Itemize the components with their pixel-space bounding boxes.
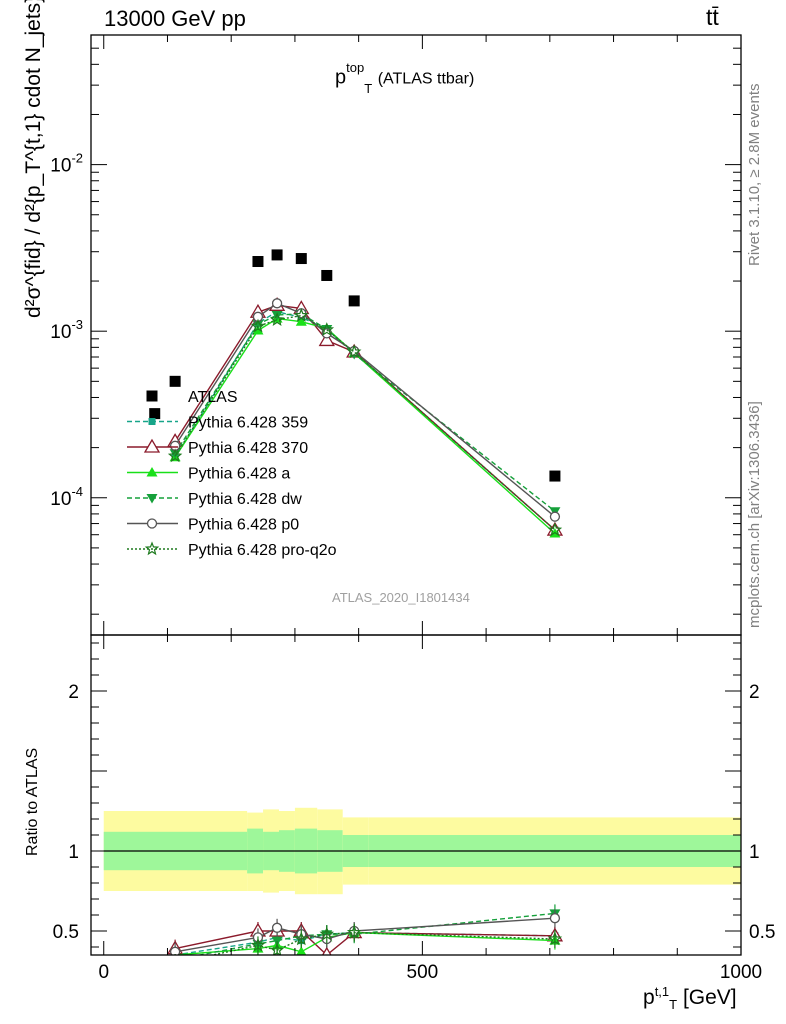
rivet-version-label: Rivet 3.1.10, ≥ 2.8M events bbox=[746, 83, 763, 267]
data-point bbox=[252, 256, 264, 268]
ratio-y-tick-label-right: 2 bbox=[749, 682, 760, 703]
mcplots-reference-label: mcplots.cern.ch [arXiv:1306.3436] bbox=[746, 401, 763, 628]
process-label: tt̄ bbox=[706, 4, 719, 30]
data-point bbox=[169, 375, 181, 387]
x-axis-superscript: t,1 bbox=[654, 984, 670, 999]
legend-label: Pythia 6.428 359 bbox=[188, 415, 308, 432]
title-suffix: (ATLAS ttbar) bbox=[377, 70, 475, 88]
legend-label: Pythia 6.428 370 bbox=[188, 440, 308, 457]
series-line bbox=[174, 302, 556, 518]
data-point bbox=[146, 390, 158, 402]
legend-label: Pythia 6.428 pro-q2o bbox=[188, 542, 337, 559]
data-point bbox=[269, 312, 285, 327]
data-point bbox=[146, 494, 158, 504]
y-tick-label: 10-2 bbox=[50, 151, 83, 177]
data-point bbox=[547, 522, 563, 537]
data-point bbox=[271, 298, 283, 309]
y-tick-label: 10-4 bbox=[50, 484, 83, 510]
data-point bbox=[296, 946, 307, 955]
title-symbol: p bbox=[335, 66, 347, 89]
series-line bbox=[174, 314, 556, 531]
ratio-y-tick-label: 2 bbox=[68, 682, 79, 703]
x-axis-symbol: p bbox=[643, 986, 655, 1009]
data-point bbox=[143, 438, 161, 453]
data-point bbox=[319, 322, 335, 336]
data-point bbox=[271, 311, 283, 321]
y-axis-label-main: d²σ^{fid} / d²{p_T^{t,1} cdot N_jets} [p… bbox=[22, 0, 45, 318]
legend-label: Pythia 6.428 p0 bbox=[188, 517, 299, 534]
legend-label: Pythia 6.428 a bbox=[188, 466, 290, 483]
legend-label: Pythia 6.428 dw bbox=[188, 491, 302, 508]
data-point bbox=[294, 307, 309, 322]
data-point bbox=[146, 467, 158, 477]
data-point bbox=[294, 931, 309, 946]
x-tick-label: 1000 bbox=[720, 962, 762, 983]
analysis-id-label: ATLAS_2020_I1801434 bbox=[332, 590, 470, 605]
axes-frames bbox=[90, 34, 742, 956]
data-point bbox=[148, 418, 156, 425]
data-point bbox=[167, 448, 183, 463]
data-point bbox=[549, 913, 561, 924]
beam-energy-label: 13000 GeV pp bbox=[104, 6, 246, 31]
ratio-panel-series bbox=[166, 904, 564, 968]
ratio-frame bbox=[90, 634, 742, 956]
data-point bbox=[321, 269, 333, 281]
legend-label: ATLAS bbox=[188, 389, 238, 406]
legend: ATLAS Pythia 6.428 359 Pythia 6.428 370 Pyt… bbox=[127, 389, 337, 559]
data-point bbox=[346, 344, 362, 359]
x-axis-label: pt,1T [GeV] bbox=[643, 984, 737, 1012]
data-point bbox=[170, 956, 181, 966]
data-point bbox=[269, 942, 285, 955]
data-point bbox=[549, 511, 561, 522]
data-point bbox=[549, 470, 561, 482]
data-point bbox=[271, 922, 283, 933]
data-point bbox=[250, 318, 266, 333]
ratio-series-line bbox=[174, 930, 555, 955]
ratio-y-tick-label: 0.5 bbox=[53, 922, 79, 943]
ratio-y-tick-label-right: 0.5 bbox=[749, 922, 775, 943]
y-tick-label: 10-3 bbox=[50, 317, 83, 343]
data-point bbox=[169, 946, 181, 955]
ratio-y-tick-label: 1 bbox=[68, 842, 79, 863]
data-point bbox=[321, 946, 332, 955]
y-axis-label-ratio: Ratio to ATLAS bbox=[24, 747, 41, 856]
title-superscript: top bbox=[346, 60, 365, 75]
plot-title: ptop T (ATLAS ttbar) bbox=[335, 60, 475, 96]
data-point bbox=[295, 253, 307, 265]
data-point bbox=[252, 320, 264, 330]
data-point bbox=[144, 541, 160, 556]
tick-labels: 0 500 1000 10-4 10-3 10-2 0.5 0.5 1 1 2 2 bbox=[50, 151, 775, 983]
data-point bbox=[250, 937, 266, 952]
x-tick-label: 500 bbox=[407, 962, 439, 983]
data-point bbox=[295, 316, 307, 326]
data-point bbox=[271, 249, 283, 261]
main-panel-series bbox=[149, 249, 564, 538]
x-tick-label: 0 bbox=[98, 962, 109, 983]
data-point bbox=[348, 295, 360, 307]
x-axis-unit: [GeV] bbox=[682, 986, 737, 1009]
data-point bbox=[547, 931, 563, 946]
data-point bbox=[149, 408, 161, 420]
data-point bbox=[319, 926, 335, 941]
x-axis-subscript: T bbox=[669, 997, 678, 1013]
ratio-y-tick-label-right: 1 bbox=[749, 842, 760, 863]
data-point bbox=[169, 957, 180, 968]
data-point bbox=[318, 332, 335, 347]
title-subscript: T bbox=[364, 80, 373, 96]
data-point bbox=[346, 924, 362, 939]
data-point bbox=[146, 518, 158, 529]
